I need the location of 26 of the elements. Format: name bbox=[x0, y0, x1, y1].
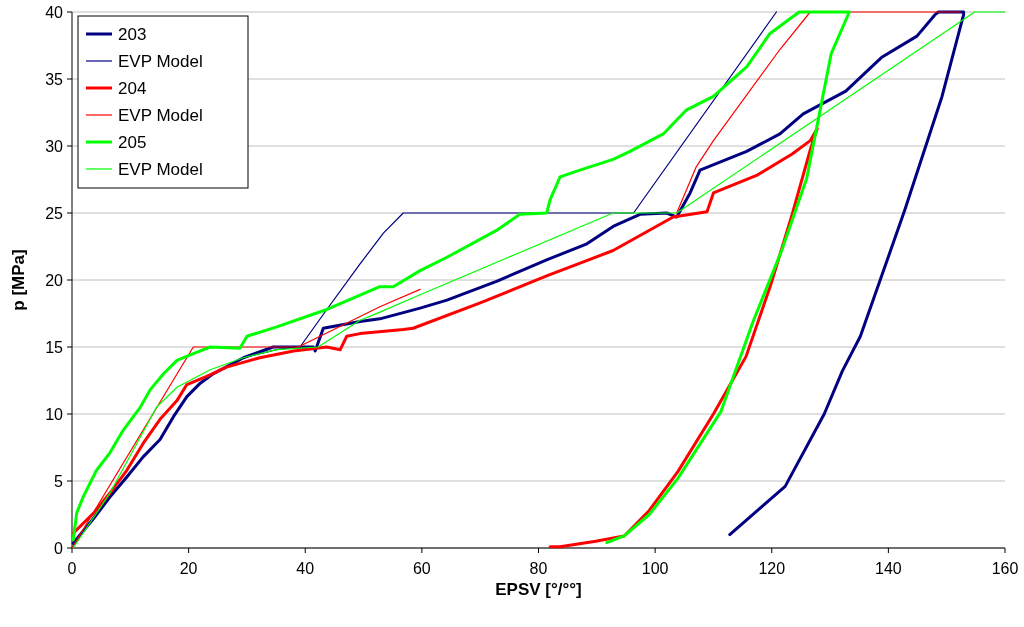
x-tick-label: 20 bbox=[179, 560, 198, 577]
legend-label: 203 bbox=[118, 24, 147, 44]
x-tick-label: 60 bbox=[412, 560, 431, 577]
y-tick-label: 35 bbox=[45, 70, 64, 88]
y-tick-label: 10 bbox=[45, 405, 64, 423]
y-tick-label: 40 bbox=[45, 3, 64, 21]
y-tick-label: 15 bbox=[45, 338, 64, 356]
x-tick-label: 160 bbox=[991, 560, 1019, 577]
legend-label: 204 bbox=[118, 78, 147, 98]
x-tick-label: 120 bbox=[758, 560, 786, 577]
y-tick-label: 20 bbox=[45, 271, 64, 289]
x-tick-label: 140 bbox=[875, 560, 902, 577]
y-tick-label: 0 bbox=[54, 539, 64, 557]
legend-label: EVP Model bbox=[118, 105, 203, 125]
y-axis-title: p [MPa] bbox=[9, 249, 28, 311]
legend-label: EVP Model bbox=[118, 159, 203, 179]
legend-label: EVP Model bbox=[118, 51, 203, 71]
x-tick-label: 40 bbox=[296, 560, 315, 577]
y-tick-label: 30 bbox=[45, 137, 64, 155]
y-tick-label: 25 bbox=[45, 204, 64, 222]
x-tick-label: 80 bbox=[529, 560, 548, 577]
legend-label: 205 bbox=[118, 132, 147, 152]
x-tick-label: 100 bbox=[641, 560, 669, 577]
x-tick-label: 0 bbox=[67, 560, 77, 577]
y-tick-label: 5 bbox=[54, 472, 64, 490]
x-axis-title: EPSV [°/°°] bbox=[495, 580, 582, 599]
